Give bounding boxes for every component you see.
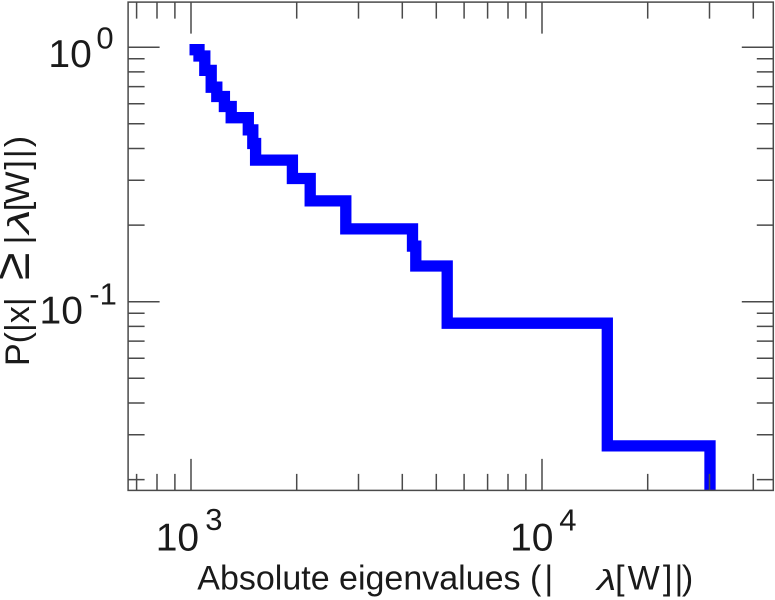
svg-text:λ: λ	[1, 209, 35, 236]
svg-text:Absolute eigenvalues (|[W]|): Absolute eigenvalues (| [W]|)	[197, 560, 693, 598]
svg-text:λ: λ	[595, 565, 617, 597]
